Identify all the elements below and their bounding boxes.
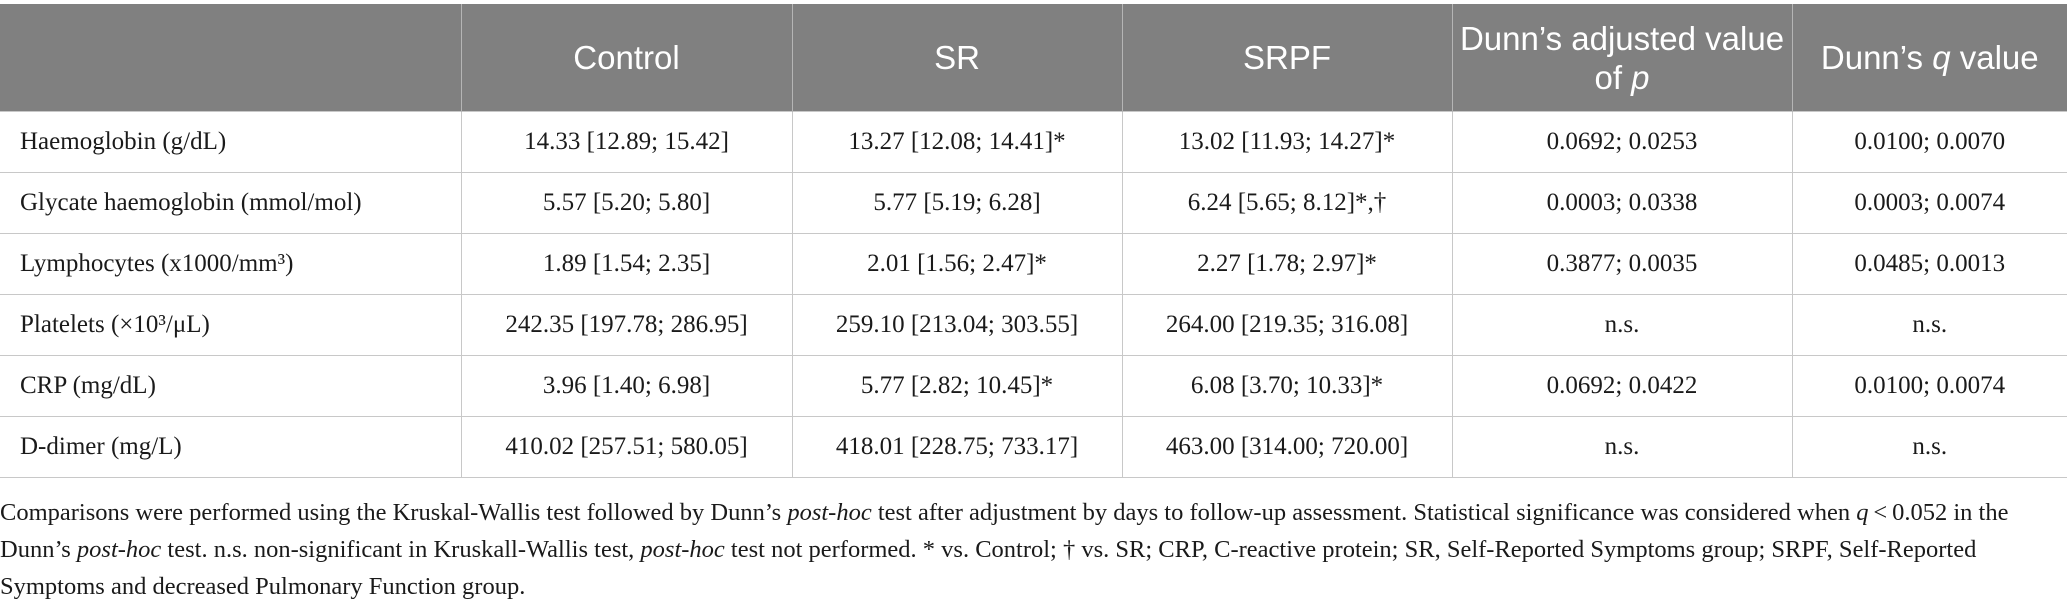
srpf-value: 6.24 [5.65; 8.12]*,† <box>1121 172 1452 234</box>
row-label: D-dimer (mg/L) <box>0 416 461 478</box>
control-value: 3.96 [1.40; 6.98] <box>460 355 792 417</box>
dunn-q-value: n.s. <box>1791 294 2067 356</box>
header-srpf: SRPF <box>1121 4 1452 112</box>
srpf-value: 13.02 [11.93; 14.27]* <box>1121 111 1452 173</box>
sr-value: 418.01 [228.75; 733.17] <box>791 416 1122 478</box>
row-label: Glycate haemoglobin (mmol/mol) <box>0 172 461 234</box>
control-value: 14.33 [12.89; 15.42] <box>460 111 792 173</box>
srpf-value: 463.00 [314.00; 720.00] <box>1121 416 1452 478</box>
control-value: 5.57 [5.20; 5.80] <box>460 172 792 234</box>
row-label: CRP (mg/dL) <box>0 355 461 417</box>
dunn-p-value: 0.0692; 0.0422 <box>1451 355 1792 417</box>
footnote-text: test not performed. * vs. Control; † vs.… <box>0 536 1977 600</box>
header-dunn-p: Dunn’s adjusted value of p <box>1451 4 1792 112</box>
header-variable <box>0 4 461 112</box>
footnote-text: test after adjustment by days to follow-… <box>871 499 1857 526</box>
table-footnote: Comparisons were performed using the Kru… <box>0 494 2050 605</box>
dunn-p-value: 0.3877; 0.0035 <box>1451 233 1792 295</box>
footnote-italic: q <box>1856 499 1869 526</box>
dunn-p-value: 0.0003; 0.0338 <box>1451 172 1792 234</box>
dunn-q-value: 0.0100; 0.0074 <box>1791 355 2067 417</box>
header-control: Control <box>460 4 792 112</box>
dunn-p-value: 0.0692; 0.0253 <box>1451 111 1792 173</box>
dunn-q-value: 0.0485; 0.0013 <box>1791 233 2067 295</box>
row-label: Lymphocytes (x1000/mm³) <box>0 233 461 295</box>
dunn-q-value: n.s. <box>1791 416 2067 478</box>
footnote-italic: post-hoc <box>76 536 162 563</box>
table-row: Glycate haemoglobin (mmol/mol) 5.57 [5.20… <box>0 172 2067 234</box>
dunn-p-value: n.s. <box>1451 294 1792 356</box>
dunn-q-value: 0.0003; 0.0074 <box>1791 172 2067 234</box>
table-row: Lymphocytes (x1000/mm³) 1.89 [1.54; 2.35]… <box>0 233 2067 295</box>
table-row: CRP (mg/dL) 3.96 [1.40; 6.98] 5.77 [2.82; … <box>0 355 2067 417</box>
header-row: Control SR SRPF Dunn’s adjusted value of… <box>0 4 2067 112</box>
header-dunn-q: Dunn’s q value <box>1791 4 2067 112</box>
sr-value: 13.27 [12.08; 14.41]* <box>791 111 1122 173</box>
srpf-value: 264.00 [219.35; 316.08] <box>1121 294 1452 356</box>
table-row: D-dimer (mg/L) 410.02 [257.51; 580.05] 418… <box>0 416 2067 478</box>
srpf-value: 2.27 [1.78; 2.97]* <box>1121 233 1452 295</box>
footnote-text: test. n.s. non-significant in Kruskall-W… <box>161 536 641 563</box>
control-value: 1.89 [1.54; 2.35] <box>460 233 792 295</box>
dunn-p-value: n.s. <box>1451 416 1792 478</box>
sr-value: 2.01 [1.56; 2.47]* <box>791 233 1122 295</box>
sr-value: 5.77 [2.82; 10.45]* <box>791 355 1122 417</box>
footnote-text: < 0.052 in the Dunn’s <box>0 499 2009 563</box>
results-table: Control SR SRPF Dunn’s adjusted value of… <box>0 4 2067 478</box>
sr-value: 259.10 [213.04; 303.55] <box>791 294 1122 356</box>
control-value: 410.02 [257.51; 580.05] <box>460 416 792 478</box>
row-label: Haemoglobin (g/dL) <box>0 111 461 173</box>
footnote-text: Comparisons were performed using the Kru… <box>0 499 788 526</box>
header-sr: SR <box>791 4 1122 112</box>
footnote-italic: post-hoc <box>640 536 725 563</box>
control-value: 242.35 [197.78; 286.95] <box>460 294 792 356</box>
row-label: Platelets (×10³/μL) <box>0 294 461 356</box>
footnote-italic: post-hoc <box>787 499 872 526</box>
sr-value: 5.77 [5.19; 6.28] <box>791 172 1122 234</box>
table-row: Platelets (×10³/μL) 242.35 [197.78; 286.9… <box>0 294 2067 356</box>
table-row: Haemoglobin (g/dL) 14.33 [12.89; 15.42] 13… <box>0 111 2067 173</box>
dunn-q-value: 0.0100; 0.0070 <box>1791 111 2067 173</box>
srpf-value: 6.08 [3.70; 10.33]* <box>1121 355 1452 417</box>
